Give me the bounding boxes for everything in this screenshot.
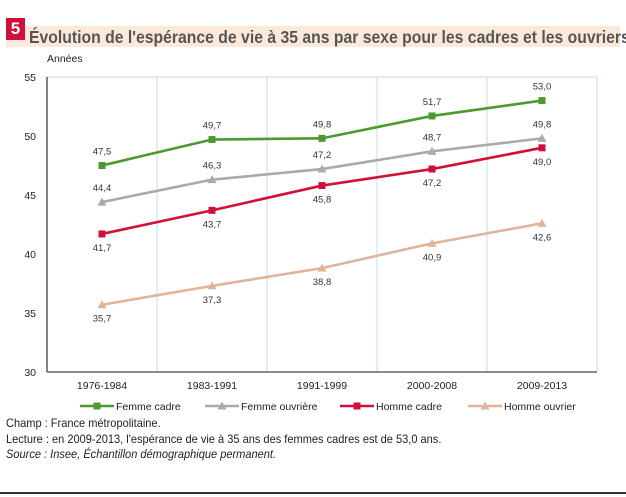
y-tick-label: 55 xyxy=(24,72,36,84)
x-tick-label: 1991-1999 xyxy=(297,380,347,392)
data-label-femme-cadre: 49,8 xyxy=(313,119,332,130)
data-point-homme-cadre xyxy=(428,165,436,173)
legend-marker-homme-ouvrier xyxy=(480,401,490,410)
data-point-homme-ouvrier xyxy=(97,300,107,309)
data-label-homme-cadre: 43,7 xyxy=(203,219,222,230)
legend-marker-homme-cadre xyxy=(353,402,361,410)
note-champ: Champ : France métropolitaine. xyxy=(6,416,161,430)
legend-label-femme-ouvri-re: Femme ouvrière xyxy=(241,401,318,413)
data-label-femme-cadre: 53,0 xyxy=(533,82,552,93)
bottom-rule xyxy=(0,492,626,494)
data-label-homme-ouvrier: 42,6 xyxy=(533,232,552,243)
note-source: Source : Insee, Échantillon démographiqu… xyxy=(6,447,277,461)
data-label-femme-cadre: 51,7 xyxy=(423,97,442,108)
data-point-homme-cadre xyxy=(318,182,326,190)
note-lecture: Lecture : en 2009-2013, l'espérance de v… xyxy=(6,432,442,446)
data-point-femme-cadre xyxy=(538,97,546,105)
data-point-femme-ouvri-re xyxy=(207,175,217,184)
data-label-homme-cadre: 47,2 xyxy=(423,178,442,189)
data-label-femme-ouvri-re: 46,3 xyxy=(203,161,222,172)
y-tick-label: 40 xyxy=(24,249,36,261)
legend-label-femme-cadre: Femme cadre xyxy=(116,401,181,413)
data-label-femme-ouvri-re: 48,7 xyxy=(423,132,442,143)
data-point-femme-cadre xyxy=(208,136,216,144)
data-point-femme-ouvri-re xyxy=(537,133,547,142)
data-label-femme-cadre: 49,7 xyxy=(203,121,222,132)
data-point-femme-ouvri-re xyxy=(97,197,107,206)
y-tick-label: 35 xyxy=(24,308,36,320)
data-point-homme-cadre xyxy=(208,206,216,214)
data-label-femme-ouvri-re: 44,4 xyxy=(93,183,112,194)
data-point-homme-ouvrier xyxy=(537,218,547,227)
data-label-homme-ouvrier: 40,9 xyxy=(423,252,442,263)
x-tick-label: 1976-1984 xyxy=(77,380,127,392)
data-point-femme-cadre xyxy=(98,162,106,169)
y-tick-label: 50 xyxy=(24,131,36,143)
data-point-homme-ouvrier xyxy=(427,238,437,247)
data-point-femme-ouvri-re xyxy=(317,164,327,173)
data-label-homme-ouvrier: 38,8 xyxy=(313,277,332,288)
data-point-femme-cadre xyxy=(318,134,326,142)
legend-marker-femme-ouvri-re xyxy=(217,401,227,410)
data-point-homme-ouvrier xyxy=(207,281,217,290)
data-point-femme-cadre xyxy=(428,112,436,120)
data-point-homme-cadre xyxy=(98,230,106,238)
data-point-homme-ouvrier xyxy=(317,263,327,272)
data-label-femme-cadre: 47,5 xyxy=(93,147,112,158)
x-tick-label: 1983-1991 xyxy=(187,380,237,392)
legend-label-homme-cadre: Homme cadre xyxy=(376,401,442,413)
data-label-homme-ouvrier: 35,7 xyxy=(93,314,112,325)
y-axis-label: Années xyxy=(47,53,83,65)
x-tick-label: 2009-2013 xyxy=(517,380,567,392)
title-band xyxy=(6,26,620,47)
data-label-homme-cadre: 49,0 xyxy=(533,157,552,168)
y-tick-label: 30 xyxy=(24,367,36,379)
data-point-homme-cadre xyxy=(538,144,546,152)
figure-number: 5 xyxy=(6,18,25,40)
data-label-homme-cadre: 41,7 xyxy=(93,243,112,254)
x-tick-label: 2000-2008 xyxy=(407,380,457,392)
data-point-femme-ouvri-re xyxy=(427,146,437,155)
y-tick-label: 45 xyxy=(24,190,36,202)
chart-title: Évolution de l'espérance de vie à 35 ans… xyxy=(29,27,626,47)
data-label-homme-cadre: 45,8 xyxy=(313,195,332,206)
legend-marker-femme-cadre xyxy=(93,402,101,410)
data-label-homme-ouvrier: 37,3 xyxy=(203,295,222,306)
data-label-femme-ouvri-re: 47,2 xyxy=(313,150,332,161)
data-label-femme-ouvri-re: 49,8 xyxy=(533,119,552,130)
legend-label-homme-ouvrier: Homme ouvrier xyxy=(504,401,576,413)
